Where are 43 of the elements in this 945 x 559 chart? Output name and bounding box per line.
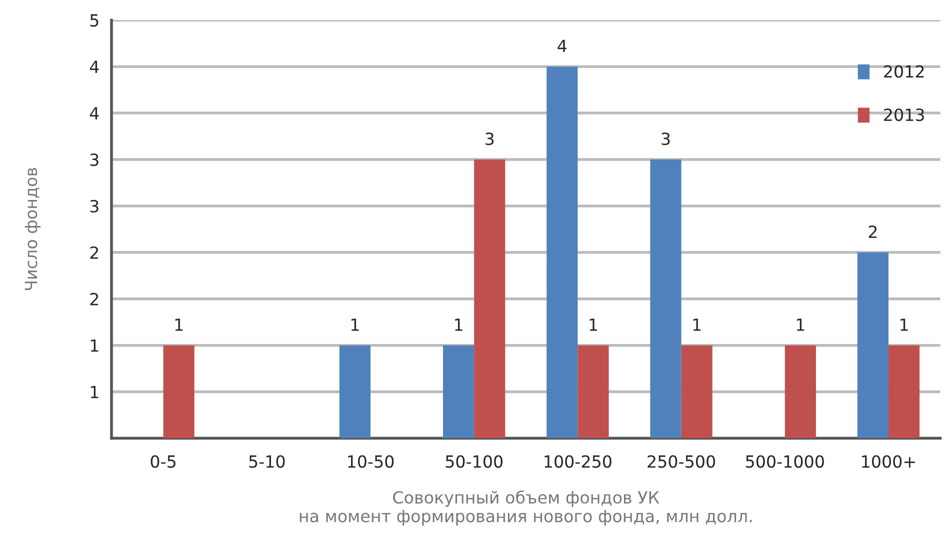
x-axis-title: Совокупный объем фондов УК на момент формирования нового фонда, млн долл. <box>300 490 752 526</box>
data-label: 1 <box>693 318 701 331</box>
bar <box>784 345 816 438</box>
data-label: 3 <box>486 132 494 146</box>
x-tick-label: 0-5 <box>150 455 176 468</box>
y-tick-label: 2 <box>90 292 98 306</box>
data-label: 1 <box>455 318 462 331</box>
data-label: 2 <box>868 225 877 238</box>
data-label: 1 <box>900 318 908 331</box>
bar <box>163 345 194 438</box>
data-label: 1 <box>590 318 597 331</box>
y-tick-label: 4 <box>90 107 99 120</box>
data-label: 4 <box>558 40 567 52</box>
y-tick-label: 3 <box>90 200 98 213</box>
x-tick-label: 100-250 <box>544 455 612 468</box>
x-tick-label: 10-50 <box>348 455 394 468</box>
x-tick-label: 50-100 <box>446 455 503 468</box>
y-tick-label: 3 <box>90 153 98 166</box>
data-label: 1 <box>175 318 183 331</box>
x-tick-label: 5-10 <box>249 455 285 468</box>
x-tick-label: 500-1000 <box>746 455 824 468</box>
bar <box>578 345 609 438</box>
bar <box>339 345 370 438</box>
bar <box>474 160 506 438</box>
data-label: 1 <box>351 318 359 331</box>
x-tick-label: 1000+ <box>862 455 915 468</box>
data-label: 1 <box>796 318 804 331</box>
y-tick-label: 4 <box>90 60 99 73</box>
bar <box>681 345 712 438</box>
bar <box>857 252 888 438</box>
legend-label: 2012 <box>884 65 924 78</box>
y-axis-title: Число фондов <box>24 168 40 290</box>
bar <box>546 66 578 438</box>
legend-label: 2013 <box>884 108 924 122</box>
bar <box>443 345 474 438</box>
data-label: 3 <box>662 132 670 146</box>
y-tick-label: 2 <box>90 246 98 259</box>
bar <box>650 160 682 438</box>
y-tick-label: 5 <box>90 14 98 27</box>
y-tick-label: 1 <box>90 386 98 398</box>
y-tick-label: 1 <box>90 340 98 352</box>
x-tick-label: 250-500 <box>648 455 715 468</box>
bar <box>888 345 920 438</box>
